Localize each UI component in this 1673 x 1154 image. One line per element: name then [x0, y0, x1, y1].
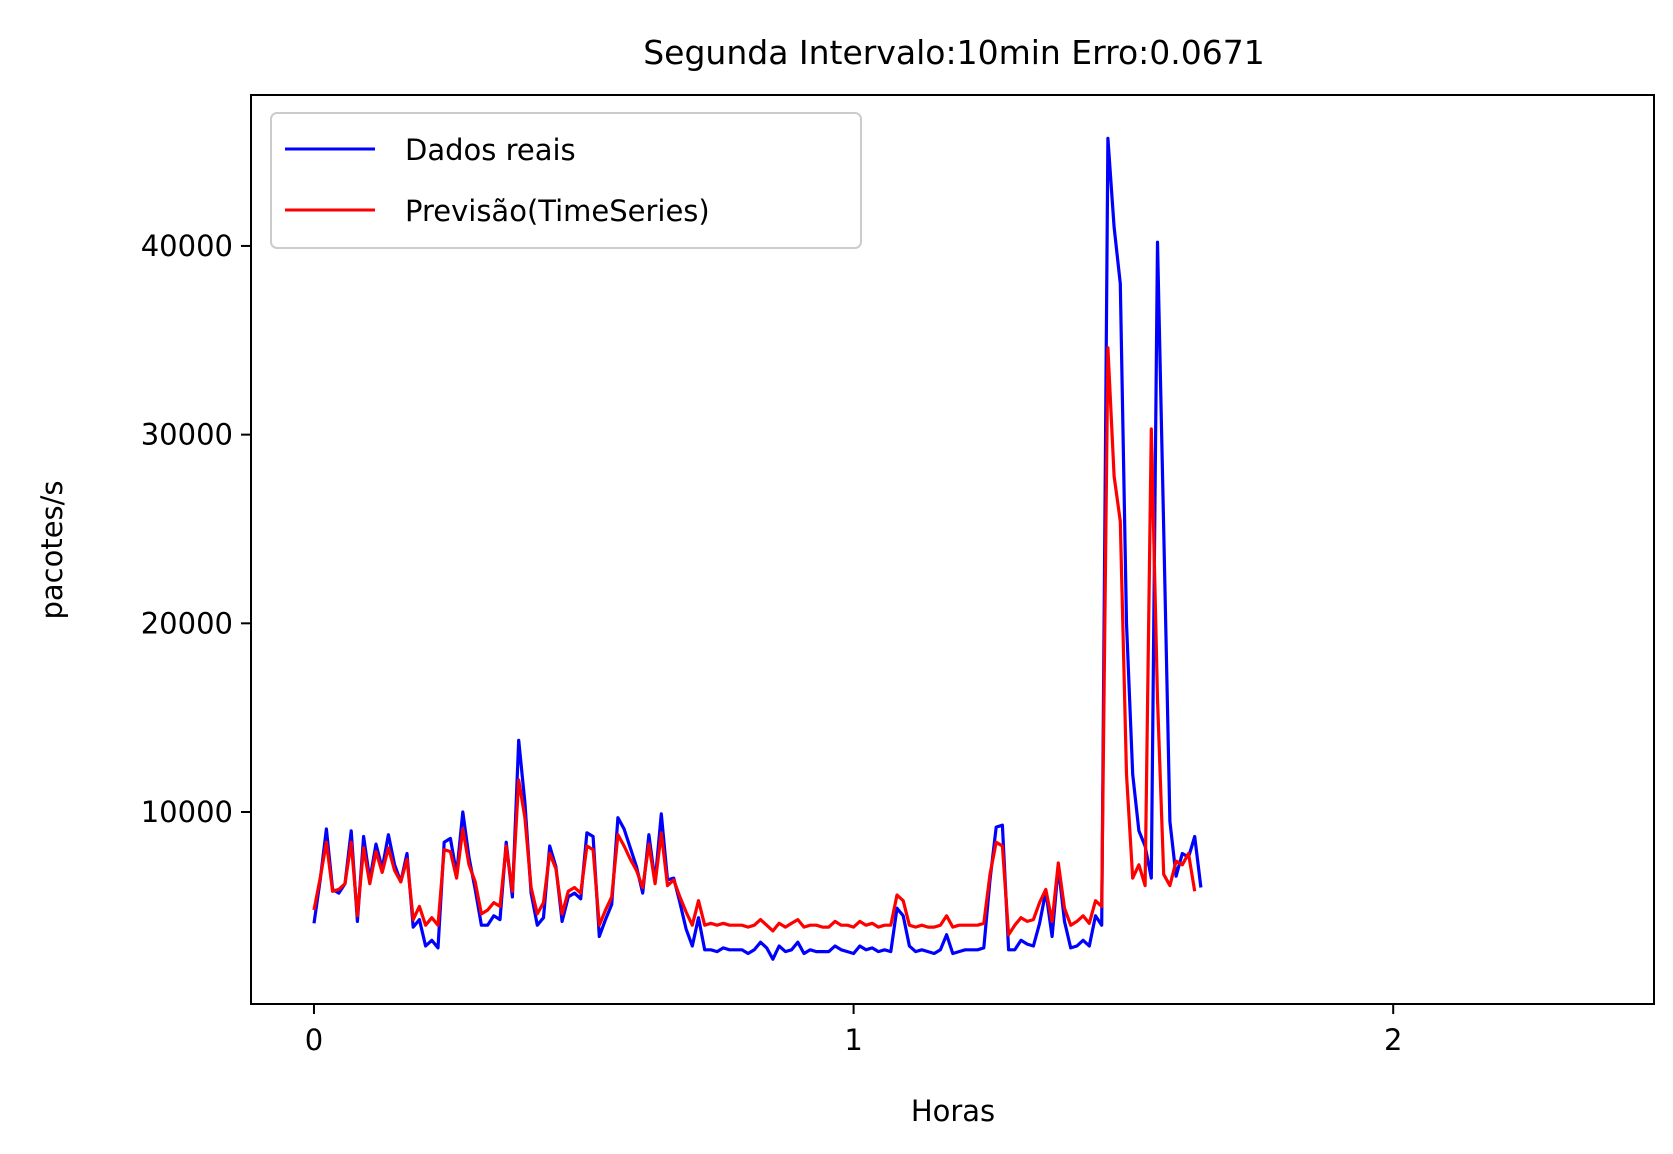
- y-tick-label: 10000: [141, 795, 233, 829]
- legend-label-dados-reais: Dados reais: [405, 133, 576, 167]
- y-tick-label: 20000: [141, 606, 233, 640]
- series-line-dados-reais: [312, 136, 1203, 961]
- y-axis-label: pacotes/s: [35, 480, 69, 619]
- x-tick-label: 1: [844, 1023, 862, 1057]
- legend-box: [270, 112, 862, 249]
- x-axis: 0 1 2: [305, 1004, 1402, 1057]
- series-lines: [312, 136, 1203, 961]
- y-tick-label: 30000: [141, 418, 233, 452]
- x-axis-label: Horas: [911, 1094, 995, 1128]
- x-tick-label: 2: [1384, 1023, 1402, 1057]
- legend: Dados reais Previsão(TimeSeries): [270, 112, 862, 249]
- legend-label-previsao: Previsão(TimeSeries): [405, 194, 710, 228]
- x-tick-label: 0: [305, 1023, 323, 1057]
- series-line-previsao: [312, 346, 1197, 937]
- plot-area: [250, 94, 1655, 1005]
- y-tick-label: 40000: [141, 229, 233, 263]
- chart-title: Segunda Intervalo:10min Erro:0.0671: [643, 33, 1265, 72]
- y-axis: 10000 20000 30000 40000: [141, 229, 251, 829]
